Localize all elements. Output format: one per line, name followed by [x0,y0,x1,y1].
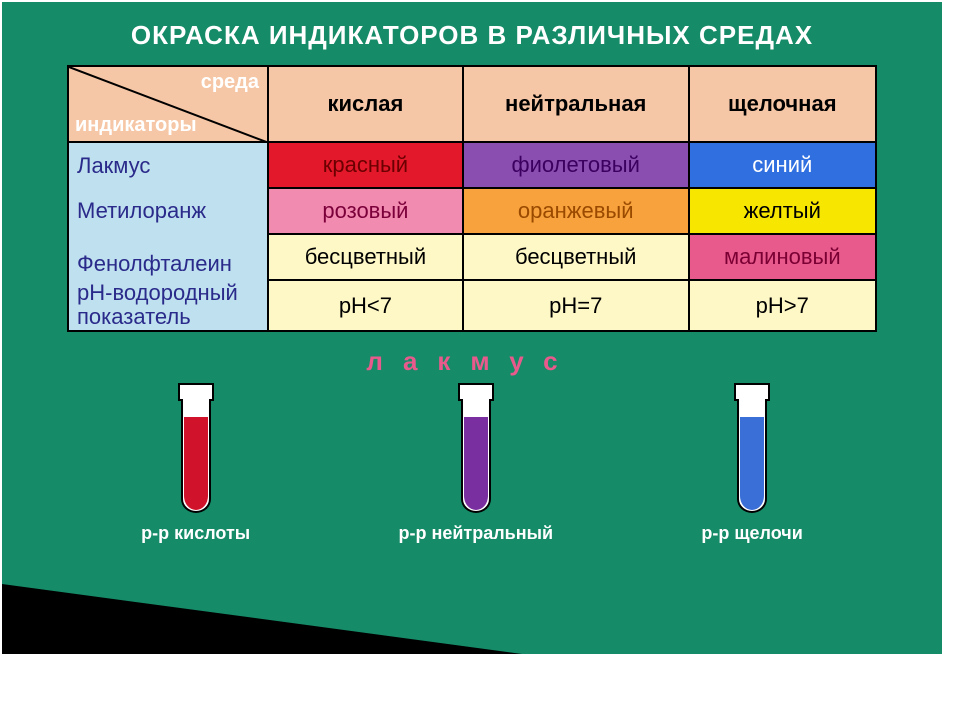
tube-label-base: р-р щелочи [701,523,802,544]
tube-liquid-neutral [464,417,488,510]
ph-base: pH>7 [689,280,876,331]
demo-heading: лакмус [26,346,918,377]
tube-label-neutral: р-р нейтральный [398,523,553,544]
col-base: щелочная [689,66,876,142]
tube-neutral-wrap: р-р нейтральный [398,383,553,544]
tube-neutral [458,383,494,513]
tube-row: р-р кислоты р-р нейтральный р-р щелочи [67,383,877,544]
row-phenol-label: Фенолфталеин [68,234,268,280]
tube-base-wrap: р-р щелочи [701,383,802,544]
info-panel: ОКРАСКА ИНДИКАТОРОВ В РАЗЛИЧНЫХ СРЕДАХ с… [2,2,942,654]
phenol-acid: бесцветный [268,234,463,280]
tube-acid [178,383,214,513]
litmus-neutral: фиолетовый [463,142,689,188]
row-litmus-label: Лакмус [68,142,268,188]
col-neutral: нейтральная [463,66,689,142]
tube-acid-wrap: р-р кислоты [141,383,250,544]
methyl-acid: розовый [268,188,463,234]
tube-liquid-acid [184,417,208,510]
phenol-neutral: бесцветный [463,234,689,280]
diag-env-label: среда [201,71,259,94]
methyl-base: желтый [689,188,876,234]
tube-base [734,383,770,513]
methyl-neutral: оранжевый [463,188,689,234]
tube-liquid-base [740,417,764,510]
litmus-acid: красный [268,142,463,188]
phenol-base: малиновый [689,234,876,280]
col-acid: кислая [268,66,463,142]
wedge-decoration [2,584,942,654]
row-ph-label: рН-водородный показатель [68,280,268,331]
page-title: ОКРАСКА ИНДИКАТОРОВ В РАЗЛИЧНЫХ СРЕДАХ [26,20,918,51]
tube-label-acid: р-р кислоты [141,523,250,544]
ph-acid: pH<7 [268,280,463,331]
ph-neutral: pH=7 [463,280,689,331]
indicator-table: среда индикаторы кислая нейтральная щело… [67,65,877,332]
diagonal-header: среда индикаторы [68,66,268,142]
diag-ind-label: индикаторы [75,114,197,137]
litmus-base: синий [689,142,876,188]
row-methyl-label: Метилоранж [68,188,268,234]
